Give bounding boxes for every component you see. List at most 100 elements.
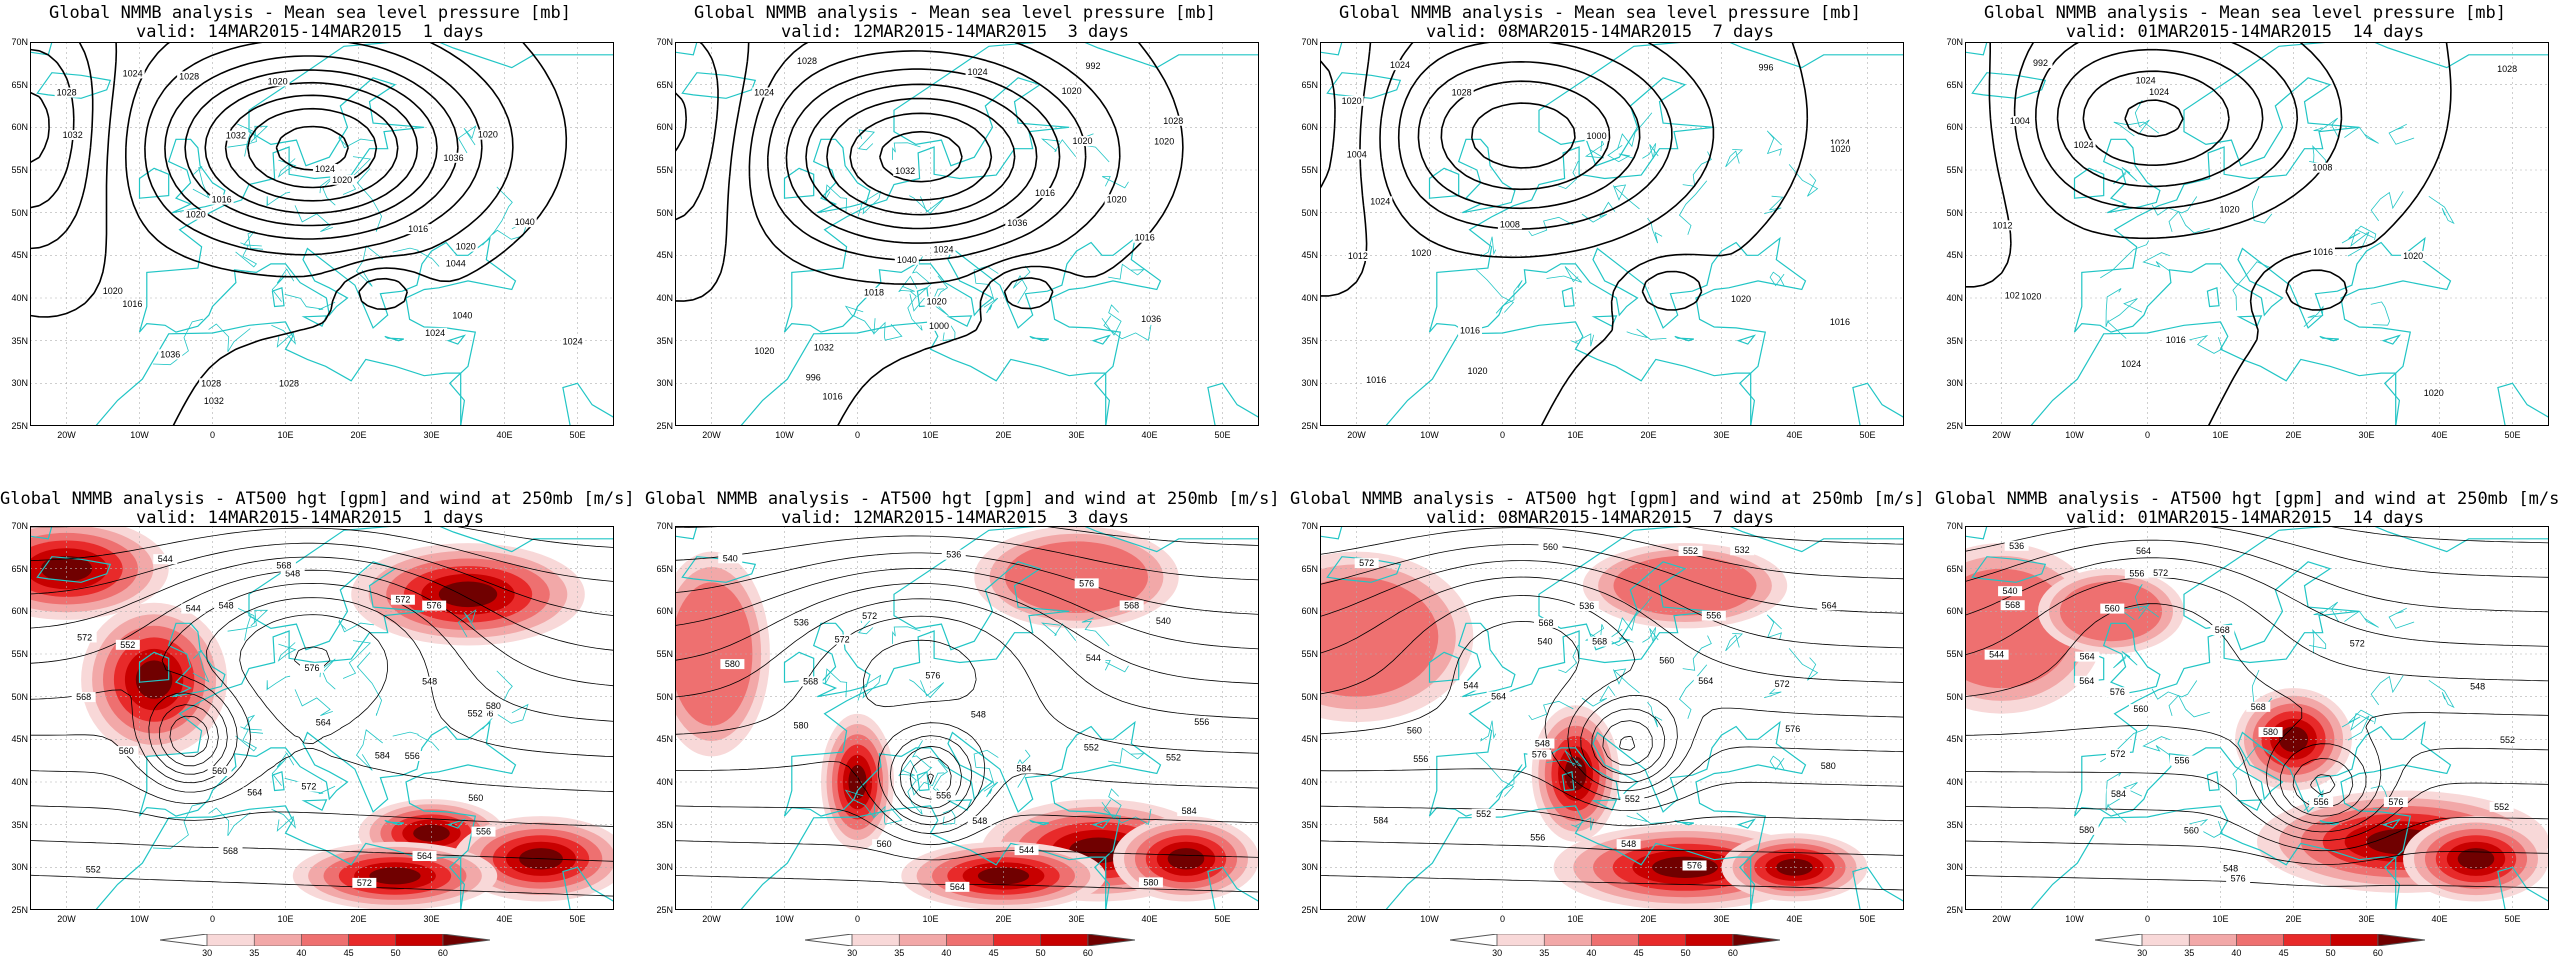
coastlines [1320, 526, 1904, 910]
longitude-label: 20E [995, 914, 1012, 924]
country-border [2303, 305, 2324, 327]
isoline [1320, 576, 1904, 783]
latitude-label: 70N [11, 521, 28, 531]
contour-label-bg [1616, 839, 1641, 850]
contour-label: 1024 [425, 328, 445, 338]
country-border [1041, 622, 1077, 641]
latitude-label: 35N [11, 335, 28, 346]
contour-label: 1016 [1830, 317, 1850, 327]
contour-label-bg [1104, 194, 1129, 205]
contour-label-bg [1465, 365, 1490, 376]
contour-label-bg [1408, 754, 1433, 765]
country-border [2151, 680, 2198, 700]
country-border [2370, 301, 2391, 326]
contour-label: 1008 [2312, 163, 2332, 173]
longitude-label: 50E [569, 914, 586, 924]
coastline [2073, 167, 2105, 199]
coastline [30, 526, 53, 540]
contour-label: 572 [301, 782, 316, 792]
country-border [907, 290, 923, 331]
country-border [2309, 629, 2327, 654]
contour-label: 548 [422, 677, 437, 687]
contour-label: 556 [2174, 756, 2189, 766]
contour-label: 572 [835, 635, 850, 645]
country-border [1678, 664, 1708, 719]
coastline [1971, 556, 2047, 583]
contour-label: 1016 [1035, 188, 1055, 198]
contour-label-bg [1827, 317, 1852, 328]
contour-label: 1020 [186, 210, 206, 220]
contour-label: 564 [950, 882, 965, 892]
contour-label: 572 [1359, 558, 1374, 568]
mslp-panel-1: Global NMMB analysis - Mean sea level pr… [0, 0, 620, 480]
contour-label: 544 [186, 604, 201, 614]
contour-label-bg [820, 391, 845, 402]
contour-label: 560 [1407, 725, 1422, 735]
coastline [2319, 335, 2339, 342]
contour-label: 1024 [968, 67, 988, 77]
country-border [1682, 151, 1712, 187]
latitude-label: 65N [656, 563, 673, 574]
contour-label-bg [2310, 247, 2335, 258]
isoline [2285, 269, 2348, 311]
country-border [1682, 635, 1712, 671]
colorbar-2: 30 35 40 45 50 60 [805, 934, 1135, 958]
coastline [1561, 770, 1575, 792]
colorbar-low-end [805, 934, 853, 946]
latitude-label: 70N [1301, 521, 1318, 531]
latitude-label: 45N [11, 734, 28, 745]
contour-label: 1020 [2005, 290, 2025, 300]
contour-label-bg [330, 174, 355, 185]
country-border [2105, 772, 2122, 812]
longitude-label: 0 [854, 430, 860, 440]
title-line: Global NMMB analysis - AT500 hgt [gpm] a… [645, 489, 1280, 509]
contour-label: 1024 [123, 68, 143, 78]
contour-label-bg [71, 692, 96, 703]
longitude-label: 20W [702, 430, 721, 440]
graticule [30, 42, 614, 426]
contour-label-bg [81, 864, 106, 875]
coastline [94, 805, 462, 910]
contour-label: 1012 [1348, 251, 1368, 261]
contour-label-bg [114, 746, 139, 757]
contour-label-bg [2383, 796, 2408, 807]
isolines [675, 526, 1259, 893]
mslp-map-4: 992 1004 1008 1012 1016 1020 1024 1028 1024 1024 1… [1965, 42, 2549, 426]
map-background [30, 42, 614, 426]
country-border [911, 256, 933, 297]
contour-label-bg [2465, 681, 2490, 692]
contour-label-bg [801, 372, 826, 383]
coastline [681, 556, 757, 583]
longitude-label: 0 [209, 430, 215, 440]
latitude-label: 35N [1301, 819, 1318, 830]
country-border [392, 247, 440, 267]
contour-label-bg [265, 76, 290, 87]
contour-label: 564 [2079, 676, 2094, 686]
contour-label-bg [2105, 687, 2130, 698]
country-border [1041, 138, 1077, 157]
isoline [1320, 544, 1904, 766]
contour-label: 560 [2184, 826, 2199, 836]
isoline [30, 527, 614, 582]
graticule [30, 526, 614, 910]
longitude-label: 10W [130, 430, 149, 440]
contour-label-bg [1132, 232, 1157, 243]
coastline [138, 526, 614, 910]
contour-label: 584 [375, 750, 390, 760]
contour-label-bg [1081, 653, 1106, 664]
colorbar-label: 45 [988, 948, 999, 958]
contour-label-bg [1354, 558, 1379, 569]
contour-label-bg [1780, 723, 1805, 734]
valid-line: valid: 14MAR2015-14MAR2015 1 days [136, 22, 484, 42]
panel-title: Global NMMB analysis - AT500 hgt [gpm] a… [1935, 490, 2560, 528]
country-border [1584, 140, 1605, 159]
borders [152, 123, 529, 366]
z500-map-4: 536 540 544 548 552 556 560 564 568 572 576 580 584 5… [1965, 526, 2549, 910]
map-frame [675, 42, 1259, 426]
coastline [1029, 335, 1049, 342]
country-border [2100, 240, 2150, 279]
contour-label: 552 [86, 864, 101, 874]
latitude-label: 55N [1301, 165, 1318, 175]
latitude-label: 65N [11, 563, 28, 574]
coastline [1965, 526, 1988, 540]
